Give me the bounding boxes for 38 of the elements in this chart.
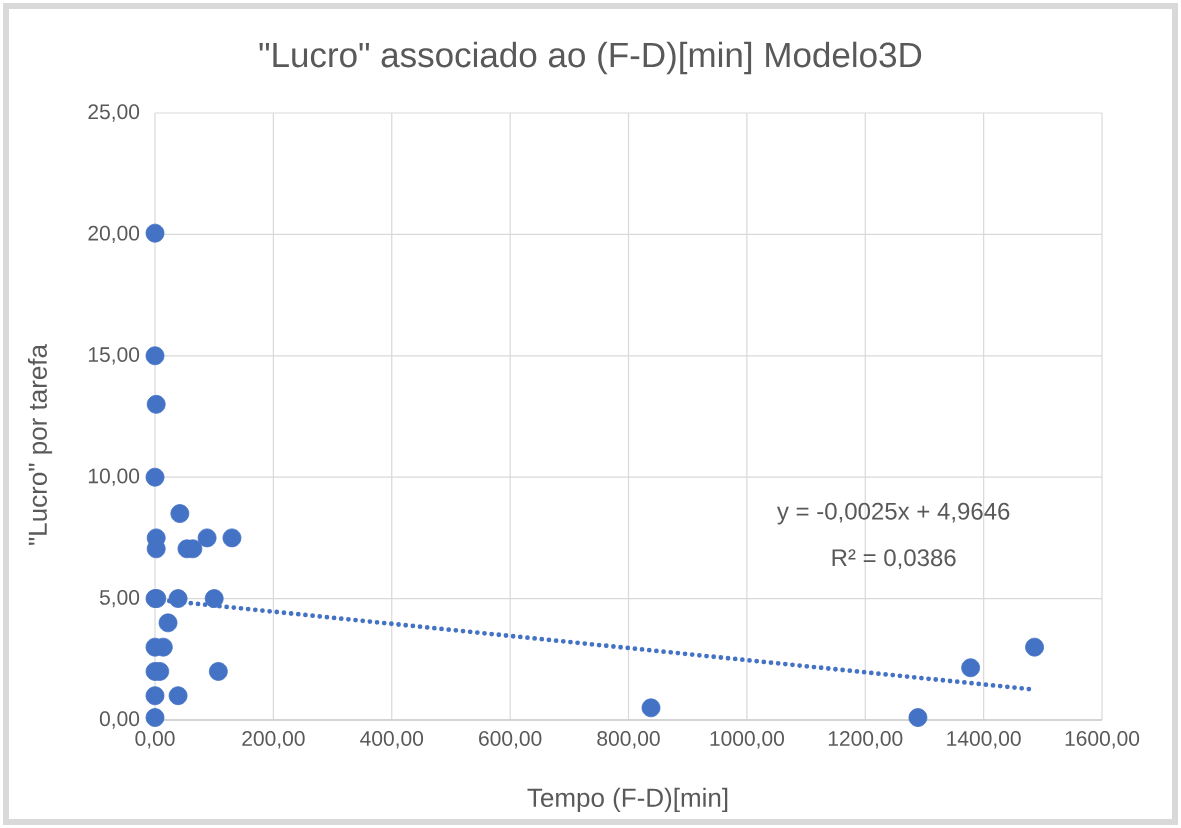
x-tick-label: 200,00 [242,731,305,749]
x-tick-label: 1400,00 [947,731,1021,749]
point [908,708,928,727]
y-tick-label: 10,00 [88,468,140,486]
y-tick-label: 20,00 [88,225,140,244]
point [170,504,190,523]
y-tick-label: 0,00 [99,711,140,729]
x-tick-label: 1000,00 [710,731,784,749]
point [197,528,217,548]
point [145,467,165,487]
x-tick-label: 800,00 [597,731,660,749]
point [204,589,224,608]
annotation: y = -0,0025x + 4,9646 [776,502,1010,525]
x-tick-label: 1200,00 [828,731,903,749]
x-tick-label: 400,00 [360,731,424,749]
y-axis-title: "Lucro" por tarefa [27,344,53,545]
x-tick-label: 600,00 [479,731,542,749]
point [146,394,166,414]
point [1025,637,1044,657]
point [145,223,165,243]
point [208,662,228,681]
annotation: R² = 0,0386 [832,549,956,570]
point [168,686,188,706]
chart-title: "Lucro" associado ao (F-D)[min] Modelo3D [259,41,922,75]
point [168,589,188,608]
y-tick-label: 25,00 [88,104,140,122]
point [145,346,165,366]
y-tick-label: 15,00 [88,347,140,365]
x-tick-label: 0,00 [135,731,175,749]
y-tick-label: 5,00 [99,589,140,608]
point [641,698,661,718]
x-axis-title: Tempo (F-D)[min] [527,787,728,813]
point [961,658,981,678]
point [145,708,165,727]
x-tick-label: 1600,00 [1065,731,1140,749]
point [158,613,178,633]
point [145,686,165,706]
point [222,528,242,548]
